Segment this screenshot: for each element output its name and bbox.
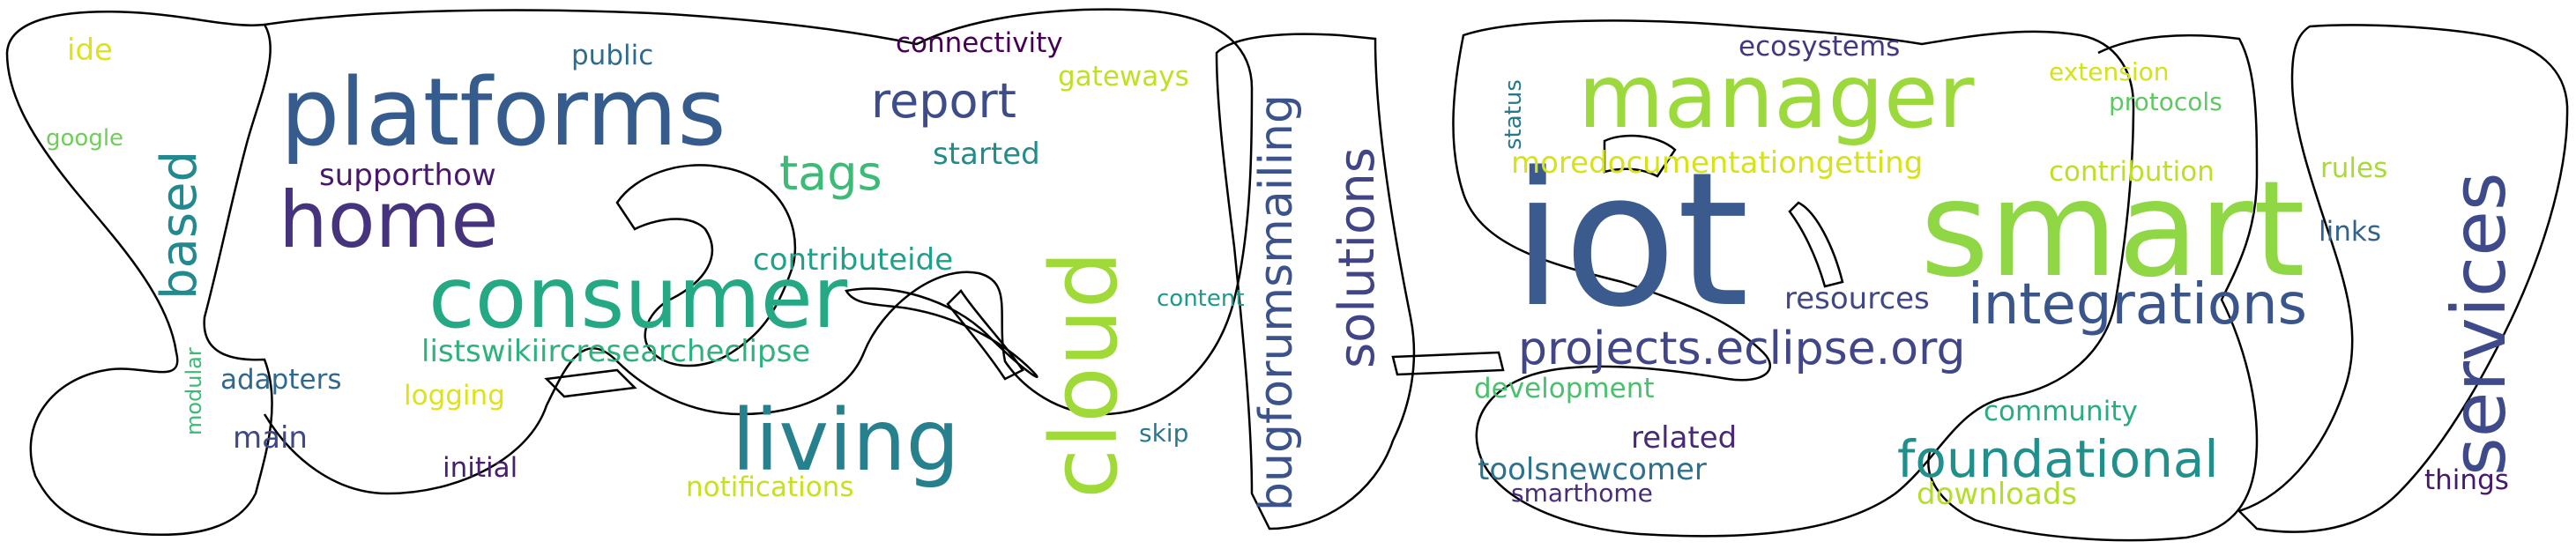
word-ecosystems: ecosystems	[1738, 31, 1901, 63]
word-cloud: cloud	[1031, 250, 1138, 499]
word-bugforumsmailing: bugforumsmailing	[1250, 93, 1303, 511]
word-rules: rules	[2320, 152, 2388, 184]
word-public: public	[571, 40, 654, 71]
outline-right-shoulder	[1927, 33, 2259, 542]
outline-stroke-ring	[845, 287, 1039, 379]
word-modular: modular	[182, 347, 206, 435]
word-based: based	[151, 150, 208, 300]
word-smart: smart	[1920, 153, 2305, 307]
outline-left-blob	[5, 11, 273, 537]
outline-inner-ring	[615, 164, 797, 367]
word-iot: iot	[1512, 132, 1750, 348]
word-gateways: gateways	[1058, 61, 1189, 93]
word-contribution: contribution	[2049, 156, 2215, 188]
word-connectivity: connectivity	[896, 27, 1063, 59]
word-projects-eclipse-org: projects.eclipse.org	[1518, 323, 1966, 375]
word-downloads: downloads	[1917, 477, 2078, 512]
word-manager: manager	[1578, 45, 1975, 148]
outline-right-cap	[2237, 24, 2569, 533]
outline-right-hook	[1788, 201, 1844, 288]
outline-right-notch	[1603, 134, 1677, 178]
word-extension: extension	[2049, 57, 2170, 86]
word-consumer: consumer	[428, 249, 848, 347]
word-things: things	[2424, 464, 2509, 496]
word-solutions: solutions	[1329, 147, 1386, 368]
word-notifications: notifications	[686, 471, 854, 503]
word-supporthow: supporthow	[319, 158, 496, 193]
word-listswikiircresearcheclipse: listswikiircresearcheclipse	[421, 334, 811, 369]
word-report: report	[871, 73, 1016, 129]
word-status: status	[1500, 79, 1527, 150]
word-foundational: foundational	[1897, 429, 2219, 489]
word-ide: ide	[67, 33, 113, 68]
word-contributeide: contributeide	[753, 242, 954, 278]
word-related: related	[1631, 420, 1738, 456]
word-skip: skip	[1139, 419, 1189, 448]
word-living: living	[732, 391, 960, 490]
word-resources: resources	[1784, 281, 1930, 316]
outline-strokes	[5, 8, 2569, 542]
outline-center-bar	[1391, 351, 1505, 376]
word-home: home	[279, 174, 499, 265]
word-development: development	[1474, 373, 1655, 404]
word-tags: tags	[779, 145, 882, 201]
word-toolsnewcomer: toolsnewcomer	[1478, 452, 1707, 487]
word-community: community	[1984, 396, 2138, 427]
outline-slash-2	[946, 289, 1024, 381]
word-smarthome: smarthome	[1511, 479, 1653, 508]
word-started: started	[933, 137, 1040, 172]
outline-slash-1	[544, 368, 637, 398]
word-main: main	[233, 420, 308, 456]
word-initial: initial	[443, 452, 518, 484]
word-integrations: integrations	[1968, 272, 2307, 338]
word-protocols: protocols	[2109, 87, 2222, 116]
word-adapters: adapters	[220, 364, 342, 396]
outline-right-mass	[1452, 19, 2135, 538]
word-services: services	[2436, 172, 2522, 476]
word-logging: logging	[404, 380, 505, 412]
outline-ring-left	[263, 8, 1254, 495]
word-moredocumentationgetting: moredocumentationgetting	[1511, 145, 1924, 181]
word-google: google	[46, 125, 124, 152]
word-content: content	[1157, 286, 1245, 312]
word-platforms: platforms	[280, 58, 726, 167]
outline-middle-stem	[1215, 33, 1416, 530]
word-links: links	[2319, 216, 2381, 248]
